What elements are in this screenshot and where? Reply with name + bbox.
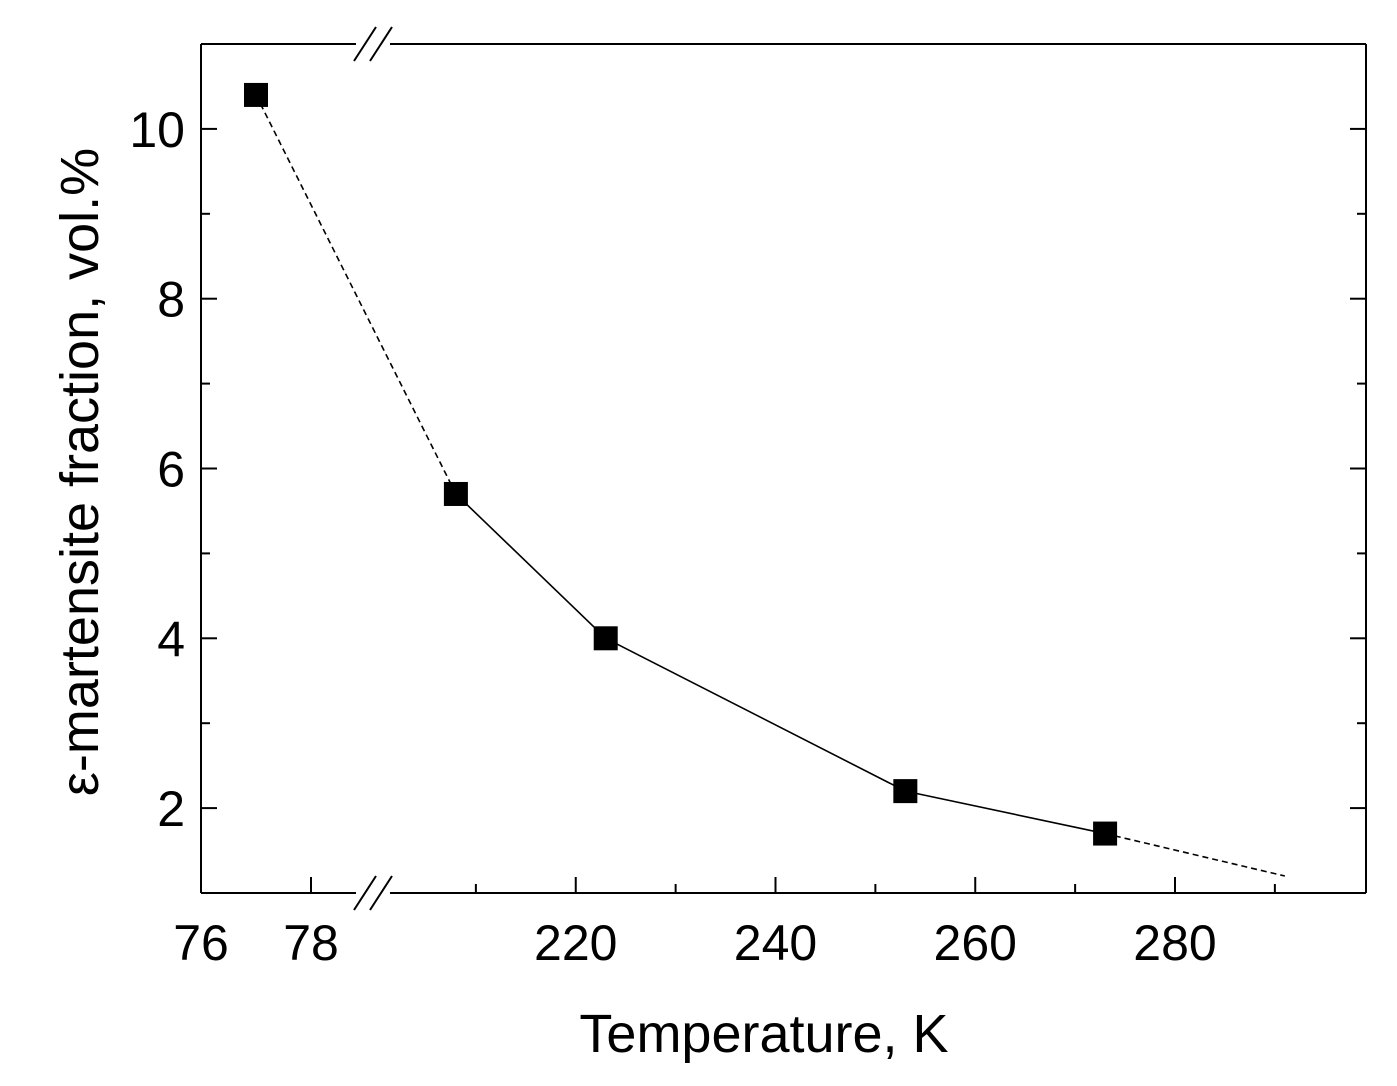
axis-break-mark-top-1 [353, 26, 377, 62]
y-tick-label: 8 [157, 272, 185, 328]
x-tick-label: 78 [283, 915, 339, 971]
series-markers [244, 82, 1118, 846]
x-tick-label: 280 [1133, 915, 1216, 971]
series-dashed-extension [1104, 832, 1286, 877]
x-tick-label: 240 [734, 915, 817, 971]
data-point-marker [443, 481, 468, 506]
series-solid-segment [605, 637, 906, 792]
data-point-marker [593, 626, 618, 651]
series-solid-segment [905, 790, 1106, 835]
axis-ticks [201, 43, 1366, 894]
axis-break-mark-bottom-1 [353, 875, 377, 911]
y-tick-label: 4 [157, 611, 185, 667]
x-tick-label: 260 [934, 915, 1017, 971]
y-tick-label: 6 [157, 442, 185, 498]
series-lines [255, 94, 1286, 877]
series-dashed-segment [255, 94, 457, 495]
plot-frame [200, 26, 1367, 911]
y-tick-label: 2 [157, 781, 185, 837]
axis-break-mark-top-2 [369, 26, 393, 62]
x-tick-label: 76 [173, 915, 229, 971]
x-axis-title: Temperature, K [579, 1004, 948, 1064]
y-tick-label: 10 [129, 102, 185, 158]
data-point-marker [893, 779, 918, 804]
x-tick-label: 220 [534, 915, 617, 971]
tick-labels: 2 4 6 8 10 76 78 220 240 260 280 [129, 102, 1216, 971]
data-point-marker [244, 82, 268, 107]
axis-break-mark-bottom-2 [369, 875, 393, 911]
data-point-marker [1093, 821, 1118, 846]
series-solid-segment [455, 493, 607, 639]
y-axis-title: ε-martensite fraction, vol.% [50, 148, 110, 796]
